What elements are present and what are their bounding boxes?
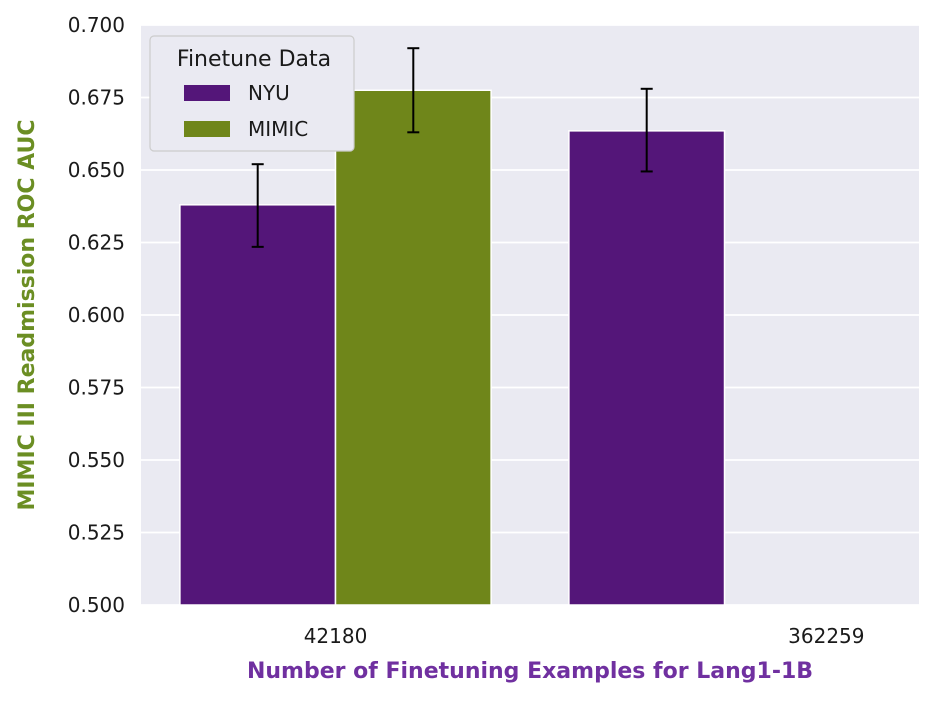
x-tick-label: 42180 xyxy=(304,624,368,648)
y-tick-label: 0.550 xyxy=(68,448,125,472)
legend-label-nyu: NYU xyxy=(248,81,290,105)
x-axis-label: Number of Finetuning Examples for Lang1-… xyxy=(247,659,813,684)
bar-nyu-362259 xyxy=(568,130,726,606)
x-tick-labels: 42180 362259 xyxy=(304,624,865,648)
x-tick-label: 362259 xyxy=(788,624,864,648)
bar-mimic-42180 xyxy=(334,89,492,606)
y-tick-label: 0.575 xyxy=(68,376,125,400)
legend-swatch-mimic xyxy=(184,121,230,137)
error-bars xyxy=(251,47,653,248)
y-tick-label: 0.625 xyxy=(68,231,125,255)
legend-label-mimic: MIMIC xyxy=(248,117,308,141)
y-tick-label: 0.600 xyxy=(68,303,125,327)
bars xyxy=(179,89,726,606)
y-tick-label: 0.500 xyxy=(68,593,125,617)
legend-swatch-nyu xyxy=(184,85,230,101)
error-bar-nyu-42180 xyxy=(251,163,264,248)
y-axis-label: MIMIC III Readmission ROC AUC xyxy=(15,119,40,510)
y-tick-label: 0.700 xyxy=(68,13,125,37)
legend-title: Finetune Data xyxy=(177,47,331,72)
legend: Finetune Data NYU MIMIC xyxy=(149,35,355,152)
bar-nyu-42180 xyxy=(179,204,337,606)
y-tick-label: 0.525 xyxy=(68,521,125,545)
y-tick-labels: 0.500 0.525 0.550 0.575 0.600 0.625 0.650 0.675… xyxy=(68,13,125,617)
y-tick-label: 0.650 xyxy=(68,158,125,182)
error-bar-nyu-362259 xyxy=(640,87,653,173)
y-tick-label: 0.675 xyxy=(68,86,125,110)
error-bar-mimic-42180 xyxy=(407,47,420,134)
